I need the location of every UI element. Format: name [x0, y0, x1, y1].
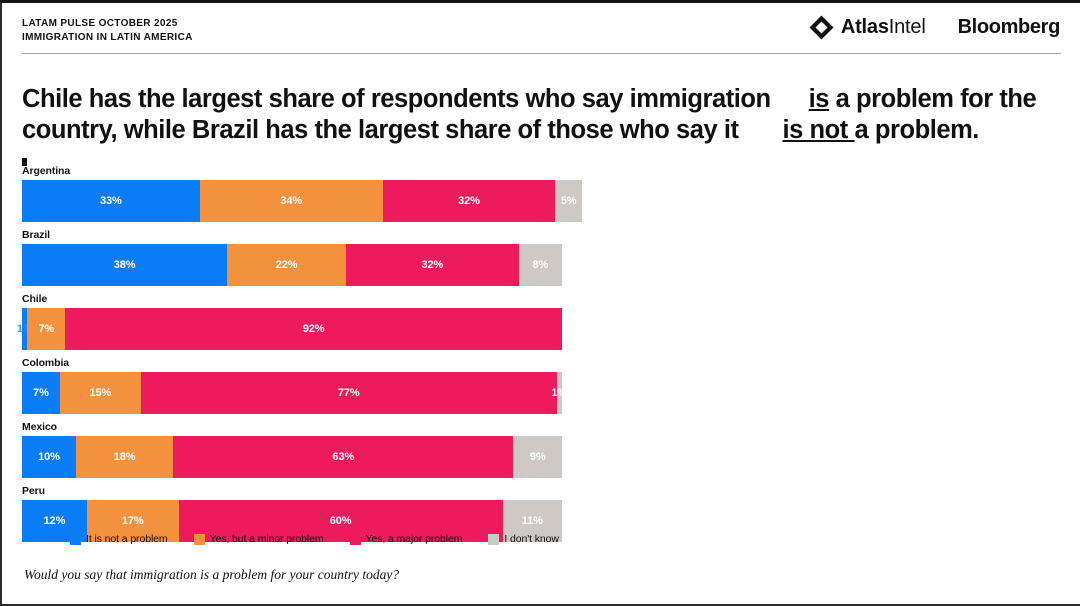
report-topic-label: IMMIGRATION IN LATIN AMERICA [22, 32, 193, 43]
segment-value-label: 63% [332, 451, 355, 463]
segment-value-label: 1% [551, 387, 568, 399]
segment-value-label: 12% [43, 515, 66, 527]
country-label: Argentina [22, 165, 71, 177]
stacked-bar-chart: Argentina 33% 34% 32% 5% Brazil 38% 22% 32% 8% Chi… [17, 165, 582, 549]
bar-segment-gray[interactable]: 1% [551, 372, 567, 414]
chart-row: Colombia 7% 15% 77% 1% [22, 357, 582, 414]
headline-part-1: Chile has the largest share of responden… [22, 85, 771, 114]
atlasintel-wordmark: AtlasIntel [841, 16, 926, 39]
country-label: Chile [22, 293, 48, 305]
chart-row: Chile 1% 7% 92% [17, 293, 582, 350]
chart-row: Peru 12% 17% 60% 11% [22, 485, 582, 542]
segment-value-label: 32% [458, 195, 480, 207]
legend-label: Yes, a major problem [365, 533, 463, 545]
segment-value-label: 18% [113, 451, 136, 463]
stacked-bar: 33% 34% 32% 5% [22, 180, 582, 222]
segment-value-label: 34% [280, 195, 303, 207]
segment-value-label: 9% [529, 451, 546, 463]
headline-part-5: problem. [874, 116, 980, 145]
stacked-bar: 38% 22% 32% 8% [22, 244, 582, 286]
bar-segment-orange[interactable]: 18% [76, 436, 174, 478]
bar-segment-gray[interactable]: 5% [555, 180, 582, 222]
stacked-bar: 7% 15% 77% 1% [22, 372, 582, 414]
legend-item[interactable]: I don't know [488, 533, 559, 545]
headline-part-4: a [854, 116, 869, 145]
bar-segment-pink[interactable]: 60% [178, 500, 503, 542]
bar-segment-blue[interactable]: 33% [22, 180, 200, 222]
legend-item[interactable]: It is not a problem [70, 533, 168, 545]
country-label: Mexico [22, 421, 57, 433]
bar-segment-pink[interactable]: 63% [173, 436, 514, 478]
legend-item[interactable]: Yes, a major problem [349, 533, 463, 545]
chart-legend: It is not a problem Yes, but a minor prob… [70, 533, 559, 545]
atlasintel-logo: AtlasIntel [809, 15, 926, 40]
stacked-bar: 10% 18% 63% 9% [22, 436, 582, 478]
legend-item[interactable]: Yes, but a minor problem [193, 533, 324, 545]
bar-segment-blue[interactable]: 10% [22, 436, 76, 478]
chart-row: Brazil 38% 22% 32% 8% [22, 229, 582, 286]
segment-value-label: 15% [89, 387, 112, 399]
brand-logos: AtlasIntel Bloomberg [809, 15, 1060, 40]
bar-segment-pink[interactable]: 32% [382, 180, 556, 222]
segment-value-label: 92% [302, 323, 325, 335]
atlas-diamond-icon [809, 15, 834, 40]
headline-emphasis-is-not: is not [782, 116, 855, 145]
headline-emphasis-is: is [808, 85, 830, 114]
legend-label: It is not a problem [86, 533, 168, 545]
segment-value-label: 10% [38, 451, 60, 463]
bar-segment-gray[interactable]: 9% [513, 436, 562, 478]
legend-swatch-icon [349, 533, 361, 545]
bloomberg-wordmark: Bloomberg [957, 16, 1061, 38]
bar-segment-orange[interactable]: 34% [199, 180, 383, 222]
segment-value-label: 8% [532, 259, 549, 271]
page-title: Chile has the largest share of responden… [22, 84, 1052, 146]
bar-segment-blue[interactable]: 38% [22, 244, 228, 286]
segment-value-label: 32% [421, 259, 444, 271]
atlas-bold-part: Atlas [840, 16, 889, 38]
segment-value-label: 11% [521, 515, 543, 527]
slide-header: LATAM PULSE OCTOBER 2025 IMMIGRATION IN … [2, 3, 1080, 57]
bar-segment-orange[interactable]: 17% [86, 500, 179, 542]
segment-value-label: 33% [99, 195, 122, 207]
segment-value-label: 77% [337, 387, 360, 399]
bar-segment-orange[interactable]: 15% [59, 372, 141, 414]
segment-value-label: 5% [560, 195, 577, 207]
chart-row: Mexico 10% 18% 63% 9% [22, 421, 582, 478]
bar-segment-blue[interactable]: 7% [22, 372, 60, 414]
segment-value-label: 60% [329, 515, 352, 527]
stacked-bar: 12% 17% 60% 11% [22, 500, 582, 542]
report-series-label: LATAM PULSE OCTOBER 2025 [22, 18, 178, 29]
country-label: Brazil [22, 229, 50, 241]
bar-segment-pink[interactable]: 92% [65, 308, 562, 350]
legend-label: Yes, but a minor problem [209, 533, 324, 545]
headline-part-3: for the country, while Brazil has the la… [22, 85, 1037, 145]
legend-swatch-icon [193, 533, 205, 545]
segment-value-label: 7% [33, 387, 49, 399]
bar-segment-orange[interactable]: 7% [27, 308, 66, 350]
legend-label: I don't know [504, 533, 559, 545]
segment-value-label: 17% [121, 515, 144, 527]
stacked-bar: 1% 7% 92% [17, 308, 582, 350]
segment-value-label: 22% [275, 259, 298, 271]
decorative-mark [22, 158, 27, 166]
header-divider [22, 53, 1061, 54]
chart-row: Argentina 33% 34% 32% 5% [22, 165, 582, 222]
legend-swatch-icon [70, 533, 81, 545]
legend-swatch-icon [488, 533, 500, 545]
bar-segment-pink[interactable]: 32% [345, 244, 519, 286]
bar-segment-gray[interactable]: 11% [502, 500, 562, 542]
country-label: Peru [22, 485, 45, 497]
bar-segment-gray[interactable]: 8% [518, 244, 562, 286]
headline-part-2: a problem [829, 85, 954, 114]
bar-segment-orange[interactable]: 22% [227, 244, 346, 286]
segment-value-label: 38% [113, 259, 136, 271]
atlas-light-part: Intel [888, 16, 926, 38]
segment-value-label: 7% [38, 323, 55, 335]
country-label: Colombia [22, 357, 70, 369]
survey-question-footnote: Would you say that immigration is a prob… [24, 567, 400, 582]
bar-segment-pink[interactable]: 77% [140, 372, 557, 414]
